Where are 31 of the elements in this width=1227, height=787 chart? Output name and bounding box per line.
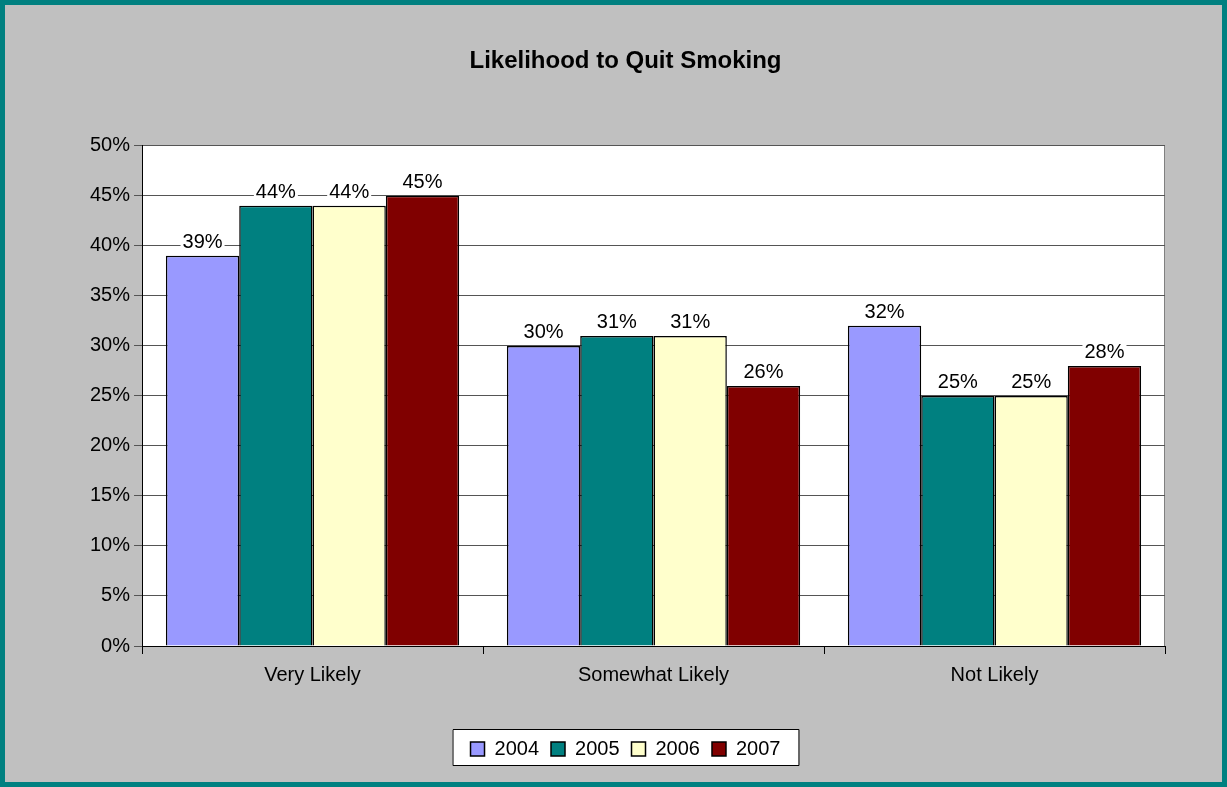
data-label: 44% <box>255 180 297 203</box>
x-tick-label: Very Likely <box>264 662 361 685</box>
legend-label: 2004 <box>494 736 540 759</box>
data-label: 28% <box>1084 340 1125 363</box>
data-label: 31% <box>596 310 638 333</box>
y-tick-label: 40% <box>90 233 131 256</box>
y-tick-label: 35% <box>90 283 131 306</box>
data-label: 30% <box>523 320 564 343</box>
legend-label: 2007 <box>735 736 781 759</box>
y-tick-label: 5% <box>101 583 131 606</box>
data-label: 25% <box>937 370 979 393</box>
data-label: 31% <box>670 310 711 333</box>
y-tick-label: 45% <box>90 183 131 206</box>
data-label: 45% <box>402 170 443 193</box>
y-tick-label: 30% <box>90 333 131 356</box>
data-label: 39% <box>182 230 223 253</box>
y-tick-label: 10% <box>90 533 131 556</box>
legend-label: 2005 <box>575 736 620 759</box>
data-label: 44% <box>329 180 370 203</box>
legend-label: 2006 <box>655 736 700 759</box>
y-tick-label: 20% <box>90 433 131 456</box>
y-tick-label: 25% <box>90 383 131 406</box>
y-tick-label: 0% <box>101 633 131 656</box>
chart-title: Likelihood to Quit Smoking <box>469 46 782 74</box>
y-tick-label: 50% <box>90 133 131 156</box>
y-tick-label: 15% <box>90 483 131 506</box>
x-tick-label: Not Likely <box>950 662 1039 685</box>
data-label: 25% <box>1011 370 1052 393</box>
x-tick-label: Somewhat Likely <box>577 662 730 685</box>
data-label: 32% <box>864 300 905 323</box>
data-label: 26% <box>743 360 784 383</box>
